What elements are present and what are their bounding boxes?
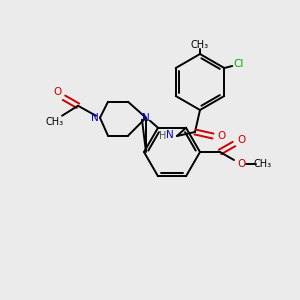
Text: O: O (238, 159, 246, 169)
Text: Cl: Cl (233, 59, 243, 69)
Text: O: O (54, 87, 62, 97)
Text: O: O (217, 131, 225, 141)
Text: H: H (159, 131, 167, 141)
Text: N: N (91, 113, 99, 123)
Text: CH₃: CH₃ (191, 40, 209, 50)
Text: O: O (238, 135, 246, 145)
Text: CH₃: CH₃ (254, 159, 272, 169)
Text: CH₃: CH₃ (46, 117, 64, 127)
Text: N: N (142, 113, 150, 123)
Text: N: N (166, 130, 174, 140)
